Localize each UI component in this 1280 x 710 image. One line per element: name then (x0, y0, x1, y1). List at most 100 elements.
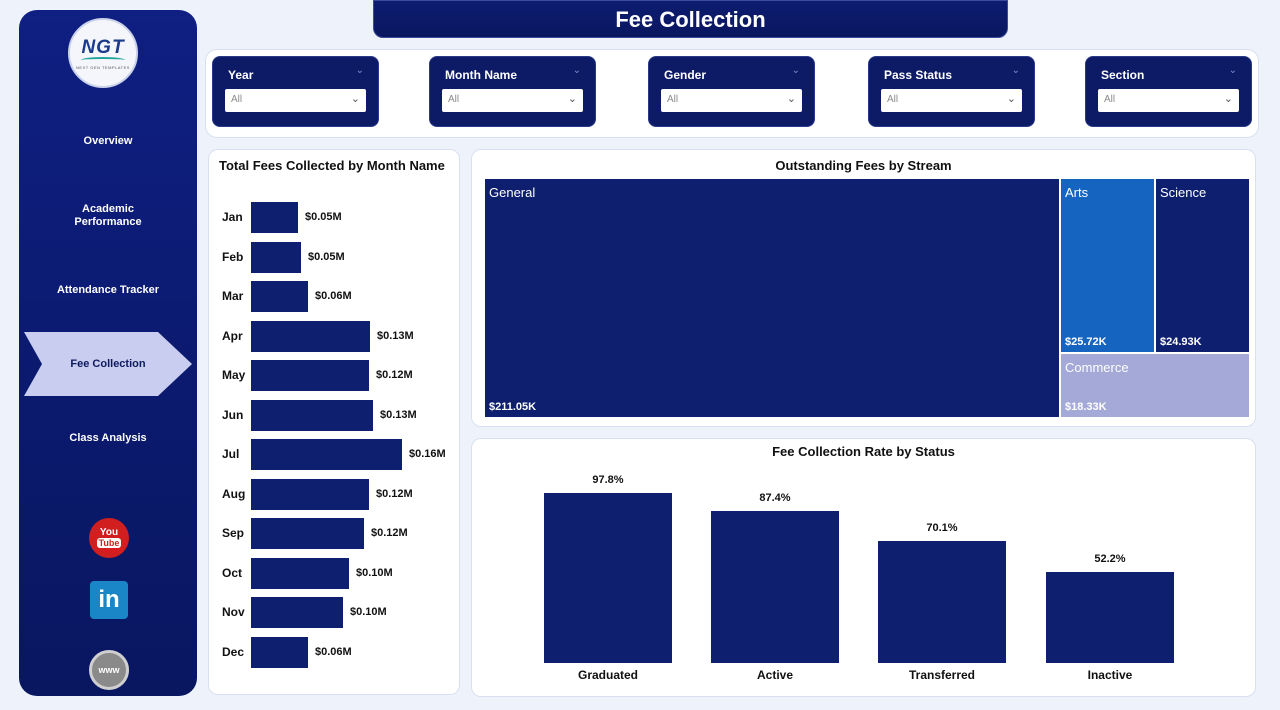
youtube-label-top: You (99, 527, 119, 538)
month-label: Dec (222, 644, 245, 659)
month-bar[interactable] (251, 241, 301, 273)
dropdown-value: All (1104, 94, 1116, 105)
treemap-value-label: $25.72K (1065, 336, 1107, 348)
sidebar-item-class-analysis[interactable]: Class Analysis (69, 432, 147, 444)
chevron-down-icon[interactable]: ⌄ (791, 65, 800, 76)
treemap-category-label: Arts (1065, 185, 1089, 200)
status-category-label: Inactive (1087, 668, 1133, 682)
logo-swoosh-icon (81, 56, 125, 63)
month-bar[interactable] (251, 281, 308, 312)
month-value-label: $0.12M (376, 487, 413, 500)
chevron-down-icon: ⌄ (350, 93, 360, 105)
month-bar[interactable] (251, 478, 369, 510)
status-bar[interactable] (544, 493, 672, 663)
month-label: May (222, 368, 246, 382)
month-label: Jan (222, 210, 243, 224)
status-value-label: 70.1% (926, 522, 958, 534)
treemap-general[interactable]: General $211.05K (485, 179, 1059, 417)
treemap-arts[interactable]: Arts $25.72K (1061, 179, 1154, 352)
year-slicer: Year ⌄ All ⌄ (212, 56, 379, 127)
active-nav-arrow-icon (24, 332, 192, 396)
chevron-down-icon: ⌄ (1006, 93, 1016, 105)
month-bar[interactable] (251, 399, 373, 431)
status-chart-title: Fee Collection Rate by Status (772, 444, 955, 459)
chevron-down-icon: ⌄ (567, 93, 577, 105)
treemap-science[interactable]: Science $24.93K (1156, 179, 1249, 352)
month-value-label: $0.10M (356, 566, 393, 579)
month-value-label: $0.12M (371, 527, 408, 539)
sidebar-item-fee-collection[interactable]: Fee Collection (24, 332, 192, 396)
month-label: Aug (222, 486, 246, 501)
month-value-label: $0.06M (315, 645, 352, 658)
status-category-label: Active (756, 668, 794, 682)
month-bar[interactable] (251, 202, 298, 233)
month-label: Feb (222, 249, 244, 264)
gender-dropdown[interactable]: All ⌄ (661, 89, 802, 112)
dropdown-value: All (231, 94, 243, 105)
month-bar[interactable] (251, 320, 370, 352)
pass-status-slicer: Pass Status ⌄ All ⌄ (868, 56, 1035, 127)
month-value-label: $0.13M (380, 408, 417, 421)
dropdown-value: All (448, 94, 460, 105)
month-value-label: $0.16M (409, 448, 446, 460)
status-value-label: 52.2% (1094, 553, 1126, 565)
youtube-label-bottom: Tube (96, 538, 122, 548)
slicer-label: Gender (664, 68, 707, 82)
chevron-down-icon: ⌄ (786, 93, 796, 105)
month-bar[interactable] (251, 597, 343, 628)
section-slicer: Section ⌄ All ⌄ (1085, 56, 1252, 127)
status-bar[interactable] (711, 511, 839, 663)
slicer-label: Month Name (445, 68, 517, 82)
sidebar-item-academic-performance[interactable]: Academic Performance (74, 203, 142, 228)
month-bar[interactable] (251, 518, 364, 549)
website-icon[interactable]: www (89, 650, 129, 690)
linkedin-icon[interactable]: in (90, 581, 128, 619)
month-bar[interactable] (251, 557, 349, 589)
sidebar-item-overview[interactable]: Overview (83, 135, 133, 147)
pass-status-dropdown[interactable]: All ⌄ (881, 89, 1022, 112)
page-title: Fee Collection (373, 0, 1008, 38)
chevron-down-icon[interactable]: ⌄ (1228, 65, 1237, 76)
month-label: Jun (222, 407, 244, 422)
chevron-down-icon[interactable]: ⌄ (1011, 65, 1020, 76)
status-bar[interactable] (878, 541, 1006, 663)
slicer-label: Year (228, 68, 254, 82)
slicer-label: Section (1101, 68, 1145, 82)
month-value-label: $0.10M (350, 606, 387, 618)
month-bar[interactable] (251, 360, 369, 391)
slicer-label: Pass Status (884, 68, 953, 82)
month-name-dropdown[interactable]: All ⌄ (442, 89, 583, 112)
month-bar[interactable] (251, 439, 402, 470)
year-dropdown[interactable]: All ⌄ (225, 89, 366, 112)
status-value-label: 97.8% (592, 474, 624, 486)
status-value-label: 87.4% (759, 492, 791, 504)
month-bar[interactable] (251, 636, 308, 668)
youtube-icon[interactable]: You Tube (89, 518, 129, 558)
month-value-label: $0.05M (308, 250, 345, 263)
month-value-label: $0.06M (315, 290, 352, 302)
section-dropdown[interactable]: All ⌄ (1098, 89, 1239, 112)
chevron-down-icon[interactable]: ⌄ (355, 65, 364, 76)
ngt-logo: NGT NEXT GEN TEMPLATES (68, 18, 138, 88)
logo-text: NGT (81, 36, 125, 58)
treemap-value-label: $18.33K (1065, 401, 1107, 413)
month-chart-title: Total Fees Collected by Month Name (219, 158, 445, 173)
month-value-label: $0.13M (377, 329, 414, 342)
treemap-commerce[interactable]: Commerce $18.33K (1061, 354, 1249, 417)
status-category-label: Graduated (577, 668, 638, 682)
dropdown-value: All (667, 94, 679, 105)
sidebar-item-attendance-tracker[interactable]: Attendance Tracker (56, 284, 160, 296)
month-label: Nov (222, 605, 245, 619)
chevron-down-icon[interactable]: ⌄ (572, 65, 581, 76)
status-bar[interactable] (1046, 572, 1174, 663)
chevron-down-icon: ⌄ (1223, 93, 1233, 105)
treemap-category-label: General (489, 185, 536, 200)
status-category-label: Transferred (908, 668, 976, 682)
sidebar-item-label: Fee Collection (70, 358, 146, 370)
treemap-value-label: $211.05K (489, 401, 537, 413)
gender-slicer: Gender ⌄ All ⌄ (648, 56, 815, 127)
month-label: Mar (222, 289, 244, 303)
month-label: Sep (222, 526, 245, 540)
logo-subtext: NEXT GEN TEMPLATES (76, 64, 130, 70)
stream-treemap-title: Outstanding Fees by Stream (775, 158, 952, 173)
